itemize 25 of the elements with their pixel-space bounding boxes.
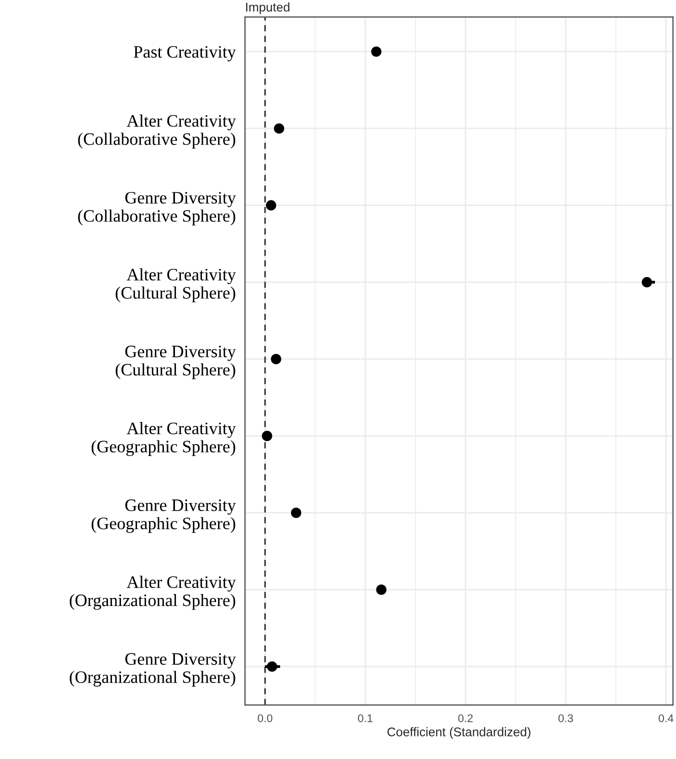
point bbox=[262, 430, 272, 442]
y-tick-label: Alter Creativity (Collaborative Sphere) bbox=[78, 114, 236, 148]
point bbox=[266, 200, 276, 210]
y-tick-label: Genre Diversity (Cultural Sphere) bbox=[116, 346, 236, 380]
y-tick-label: Genre Diversity (Organizational Sphere) bbox=[70, 653, 236, 687]
point bbox=[270, 354, 282, 364]
y-tick-label: Alter Creativity (Cultural Sphere) bbox=[116, 268, 236, 302]
point bbox=[376, 584, 386, 595]
x-tick-label: 0.2 bbox=[458, 714, 473, 722]
y-tick-label: Alter Creativity (Geographic Sphere) bbox=[92, 422, 236, 456]
point bbox=[642, 277, 652, 288]
y-tick-label: Past Creativity bbox=[134, 46, 236, 62]
chart-title: Imputed bbox=[246, 2, 290, 14]
point bbox=[290, 508, 302, 518]
x-tick-label: 0.1 bbox=[358, 714, 372, 722]
x-tick-label: 0.4 bbox=[658, 714, 674, 722]
point bbox=[266, 661, 278, 672]
y-tick-label: Alter Creativity (Organizational Sphere) bbox=[70, 576, 236, 610]
point bbox=[371, 46, 382, 57]
y-tick-label: Genre Diversity (Geographic Sphere) bbox=[92, 499, 236, 533]
point bbox=[274, 123, 284, 134]
x-axis-title: Coefficient (Standardized) bbox=[387, 727, 530, 739]
x-tick-label: 0.0 bbox=[258, 714, 272, 722]
x-tick-label: 0.3 bbox=[558, 714, 573, 722]
y-tick-label: Genre Diversity (Collaborative Sphere) bbox=[78, 192, 236, 226]
